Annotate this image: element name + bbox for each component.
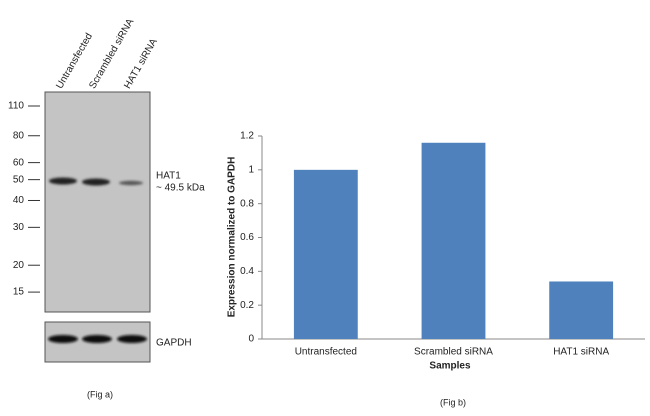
band [48, 335, 78, 343]
y-tick-label: 0.6 [240, 232, 254, 243]
blot-membrane [44, 91, 151, 313]
y-tick-label: 1.2 [240, 131, 254, 142]
marker-label: 110 [8, 101, 24, 112]
y-tick-label: 0.4 [240, 266, 254, 277]
bar [293, 169, 358, 339]
y-tick-label: 0 [248, 334, 254, 345]
band [119, 180, 143, 186]
y-tick-label: 0.8 [240, 198, 254, 209]
bar [421, 142, 486, 339]
target-label: HAT1 [156, 171, 181, 182]
x-axis-label: Samples [429, 361, 471, 372]
band [82, 178, 110, 186]
control-label: GAPDH [156, 338, 192, 349]
marker-label: 80 [13, 130, 25, 141]
x-tick-label: HAT1 siRNA [553, 347, 609, 358]
caption: (Fig b) [440, 397, 466, 407]
bar [549, 281, 614, 339]
marker-label: 15 [13, 287, 25, 298]
y-axis-label: Expression normalized to GAPDH [227, 157, 238, 318]
y-tick-label: 0.2 [240, 300, 254, 311]
lane-label: HAT1 siRNA [122, 37, 160, 91]
band [82, 335, 112, 343]
x-tick-label: Scrambled siRNA [414, 347, 493, 358]
y-tick-label: 1 [248, 164, 254, 175]
caption: (Fig a) [87, 389, 113, 399]
marker-label: 50 [13, 174, 25, 185]
band [117, 335, 147, 343]
band [49, 177, 77, 185]
target-size: ~ 49.5 kDa [156, 183, 205, 194]
x-tick-label: Untransfected [295, 347, 357, 358]
marker-label: 20 [13, 260, 25, 271]
marker-label: 30 [13, 222, 25, 233]
marker-label: 40 [13, 195, 25, 206]
marker-label: 60 [13, 157, 25, 168]
